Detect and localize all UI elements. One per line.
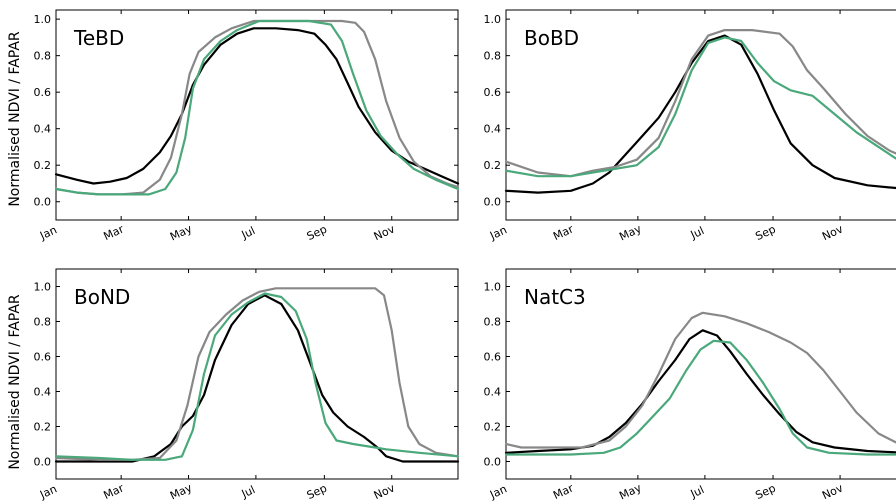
y-tick-label: 0.2	[484, 159, 502, 172]
x-tick-label: May	[617, 222, 644, 244]
y-tick-label: 0.6	[34, 351, 52, 364]
y-tick-label: 0.4	[484, 386, 502, 399]
plot-frame	[55, 268, 459, 480]
x-tick-label: Jul	[239, 483, 257, 501]
y-tick-label: 0.0	[484, 456, 502, 469]
y-tick-label: 0.0	[34, 456, 52, 469]
x-tick-label: May	[617, 481, 644, 503]
series-line-3	[54, 19, 460, 196]
x-tick-label: Jan	[37, 482, 59, 501]
y-tick-label: 0.4	[34, 386, 52, 399]
x-tick-label: Sep	[753, 223, 777, 244]
y-tick-label: 0.8	[484, 50, 502, 63]
panel-title: BoBD	[524, 26, 579, 50]
y-tick-label: 0.0	[484, 196, 502, 209]
x-tick-label: Jul	[239, 224, 257, 242]
panel-title: TeBD	[73, 26, 124, 50]
series-line-3	[504, 339, 896, 456]
x-tick-label: Jan	[487, 482, 509, 501]
y-tick-label: 0.6	[484, 86, 502, 99]
y-tick-label: 0.2	[34, 421, 52, 434]
x-tick-label: May	[168, 222, 195, 244]
y-tick-label: 0.8	[34, 50, 52, 63]
series-line-3	[504, 36, 896, 178]
y-tick-label: 0.6	[484, 351, 502, 364]
x-tick-label: Mar	[551, 222, 576, 243]
x-tick-label: Nov	[372, 222, 397, 243]
series-line-1	[54, 294, 460, 463]
x-tick-label: May	[168, 481, 195, 503]
y-tick-label: 1.0	[34, 13, 52, 26]
y-tick-label: 1.0	[484, 281, 502, 294]
panel-title: BoND	[74, 285, 130, 309]
x-tick-label: Sep	[305, 482, 329, 503]
x-tick-label: Nov	[372, 481, 397, 502]
x-tick-label: Nov	[820, 481, 845, 502]
x-tick-label: Mar	[102, 481, 127, 502]
x-tick-label: Sep	[753, 482, 777, 503]
x-tick-label: Jan	[487, 223, 509, 242]
plot-frame	[55, 9, 459, 221]
y-axis-label-top: Normalised NDVI / FAPAR	[7, 31, 23, 207]
y-tick-label: 0.2	[484, 421, 502, 434]
series-line-1	[504, 34, 896, 194]
x-tick-label: Jan	[37, 223, 59, 242]
series-line-2	[54, 19, 460, 196]
y-axis-label-bottom: Normalised NDVI / FAPAR	[7, 294, 23, 470]
panel-1: 0.0 0.2 0.4 0.6 0.8 1.0 Jan Mar May Jul Sep Nov TeBD	[34, 9, 460, 244]
y-tick-label: 0.8	[34, 316, 52, 329]
panel-3: 0.0 0.2 0.4 0.6 0.8 1.0 Jan Mar May Jul Sep Nov BoND	[34, 268, 460, 503]
x-tick-label: Jul	[688, 224, 706, 242]
plot-frame	[505, 9, 896, 221]
series-line-3	[54, 292, 460, 461]
y-tick-label: 0.2	[34, 159, 52, 172]
y-tick-label: 1.0	[484, 13, 502, 26]
series-line-2	[504, 29, 896, 178]
y-tick-label: 0.8	[484, 316, 502, 329]
y-tick-label: 0.6	[34, 86, 52, 99]
panel-2: 0.0 0.2 0.4 0.6 0.8 1.0 Jan Mar May Jul Sep Nov BoBD	[484, 9, 896, 244]
plot-frame	[505, 268, 896, 480]
x-tick-label: Mar	[551, 481, 576, 502]
series-line-2	[54, 287, 460, 461]
y-tick-label: 1.0	[34, 281, 52, 294]
y-tick-label: 0.4	[34, 123, 52, 136]
series-line-1	[54, 27, 460, 185]
series-line-2	[504, 311, 896, 449]
x-tick-label: Sep	[305, 223, 329, 244]
panel-4: 0.0 0.2 0.4 0.6 0.8 1.0 Jan Mar May Jul Sep Nov NatC…	[484, 268, 896, 503]
y-tick-label: 0.4	[484, 123, 502, 136]
y-tick-label: 0.0	[34, 196, 52, 209]
x-tick-label: Nov	[820, 222, 845, 243]
x-tick-label: Mar	[102, 222, 127, 243]
x-tick-label: Jul	[688, 483, 706, 501]
panel-title: NatC3	[524, 285, 586, 309]
